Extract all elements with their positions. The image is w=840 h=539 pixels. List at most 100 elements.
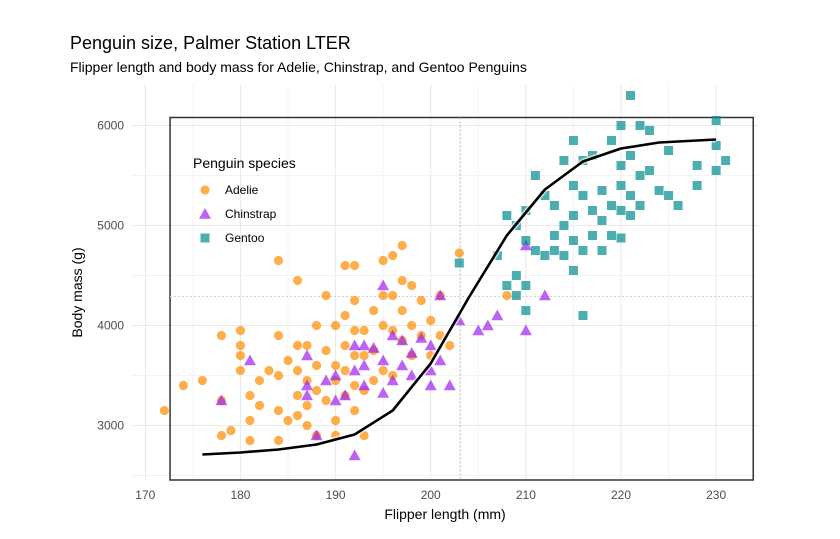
chinstrap-point [377,354,390,366]
chinstrap-point [396,334,409,346]
gentoo-point [521,306,531,315]
legend-adelie-marker [200,185,210,195]
adelie-point [302,420,312,431]
adelie-point [245,390,255,401]
chinstrap-point [472,324,485,336]
reference-box [169,116,754,481]
gentoo-point [597,186,607,195]
adelie-point [350,260,360,271]
adelie-point [378,320,388,331]
adelie-point [292,365,303,376]
adelie-point [235,340,246,351]
adelie-point [454,248,464,258]
y-tick-label: 6000 [97,119,124,133]
chart-subtitle: Flipper length and body mass for Adelie,… [70,59,527,75]
chinstrap-point [434,354,447,366]
chinstrap-point [301,389,314,401]
adelie-point [254,400,265,411]
adelie-point [350,350,360,361]
adelie-point [235,365,246,376]
x-tick-label: 200 [421,488,441,502]
adelie-point [416,295,426,306]
chinstrap-point [424,339,437,351]
chinstrap-point [538,289,551,301]
adelie-point [245,415,255,426]
chinstrap-point [519,324,532,336]
chinstrap-point [405,347,418,358]
adelie-point [397,275,407,286]
gentoo-point [635,171,645,180]
gentoo-point [626,211,636,220]
chart-title: Penguin size, Palmer Station LTER [70,33,351,53]
adelie-point [378,290,388,301]
gentoo-point [511,291,521,300]
chinstrap-point [386,329,399,341]
data-points [159,91,731,461]
x-axis-title: Flipper length (mm) [384,506,505,522]
legend: Penguin species Adelie Chinstrap Gentoo [193,155,296,245]
adelie-point [407,320,417,331]
adelie-point [340,340,350,351]
chinstrap-point [301,349,314,361]
adelie-point [216,430,227,441]
adelie-point [264,365,274,376]
gentoo-point [616,206,626,215]
gentoo-point [568,236,578,245]
y-tick-label: 4000 [97,319,124,333]
x-tick-label: 180 [230,488,250,502]
chinstrap-point [434,289,447,301]
chinstrap-point [358,359,371,371]
adelie-point [235,325,246,336]
gentoo-point [626,91,636,100]
adelie-point [369,305,379,316]
gentoo-point [606,231,616,240]
chinstrap-point [377,279,390,291]
chinstrap-point [358,339,371,351]
gentoo-point [721,156,731,165]
chinstrap-point [481,319,494,331]
gentoo-point [578,191,588,200]
gentoo-point [654,186,664,195]
gentoo-point [549,231,559,240]
x-tick-label: 170 [135,488,155,502]
gentoo-point [521,236,531,245]
legend-gentoo-label: Gentoo [225,231,265,245]
chinstrap-point [358,379,371,391]
chinstrap-point [329,369,342,381]
adelie-point [388,290,398,301]
gentoo-point [568,266,578,275]
chinstrap-point [367,342,380,353]
gentoo-point [616,233,626,243]
gentoo-point [673,201,683,210]
gentoo-point [578,246,588,255]
trend-line-layer [202,136,717,458]
gentoo-point [616,121,626,130]
adelie-point [283,415,293,426]
chinstrap-point [329,394,342,406]
adelie-point [273,255,284,266]
gentoo-point [616,181,626,190]
chinstrap-point [339,389,352,401]
adelie-point [302,340,312,351]
adelie-point [311,385,322,396]
gentoo-point [530,246,540,255]
adelie-point [388,250,398,261]
chinstrap-point [348,449,361,461]
chinstrap-point [301,379,314,391]
gentoo-point [540,191,550,200]
adelie-point [330,415,341,426]
adelie-point [350,295,360,306]
adelie-point [350,380,360,391]
chinstrap-point [405,369,418,381]
gentoo-point [587,231,597,240]
gentoo-point [597,246,607,255]
adelie-point [254,375,265,386]
chinstrap-point [348,364,361,376]
gentoo-point [645,126,655,135]
adelie-point [178,380,188,391]
adelie-point [369,375,379,386]
adelie-point [321,395,331,406]
gentoo-point [635,121,645,130]
gentoo-point [635,201,645,210]
adelie-point [445,340,455,351]
